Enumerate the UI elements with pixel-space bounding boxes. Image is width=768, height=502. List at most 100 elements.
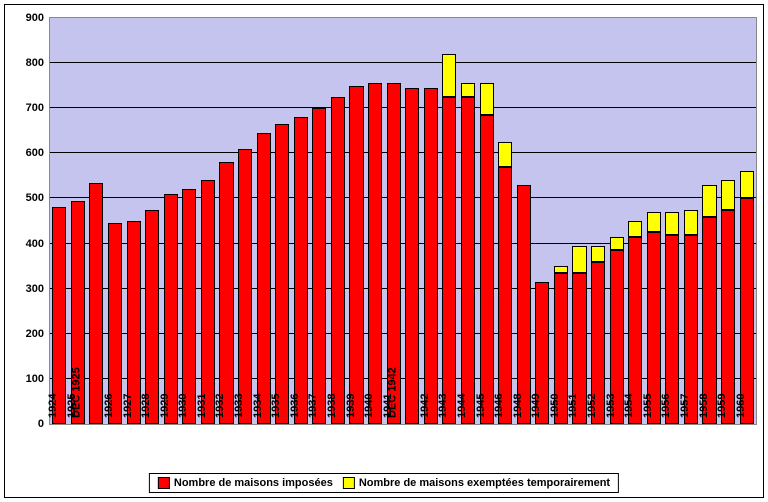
- bar-slot: 1949: [533, 18, 552, 424]
- bar-segment-imposees: [164, 194, 178, 424]
- bar-slot: 1950: [552, 18, 571, 424]
- bar: [127, 18, 141, 424]
- bar: [405, 18, 419, 424]
- bar-segment-imposees: [219, 162, 233, 424]
- bar-segment-exemptees: [480, 83, 494, 115]
- x-tick-label: 1946: [493, 394, 505, 418]
- y-tick-label: 200: [26, 328, 50, 340]
- x-tick-label: 1952: [586, 394, 598, 418]
- bar-segment-exemptees: [665, 212, 679, 235]
- bar-slot: 1955: [645, 18, 664, 424]
- y-tick-label: 0: [38, 418, 50, 430]
- bar-slot: 1935: [273, 18, 292, 424]
- bar: [89, 18, 103, 424]
- x-tick-label: 1936: [289, 394, 301, 418]
- bar: [52, 18, 66, 424]
- bar: [387, 18, 401, 424]
- x-tick-label: 1954: [623, 394, 635, 418]
- bar: [145, 18, 159, 424]
- bar: [108, 18, 122, 424]
- x-tick-label: 1957: [679, 394, 691, 418]
- x-tick-label: 1939: [344, 394, 356, 418]
- bar: [164, 18, 178, 424]
- bar: [572, 18, 586, 424]
- x-tick-label: 1940: [363, 394, 375, 418]
- bar-segment-imposees: [331, 97, 345, 424]
- bar-segment-exemptees: [647, 212, 661, 232]
- bar-segment-imposees: [201, 180, 215, 424]
- bar: [442, 18, 456, 424]
- y-tick-label: 900: [26, 12, 50, 24]
- bar-slot: DEC 1942: [403, 18, 422, 424]
- x-tick-label: 1926: [103, 394, 115, 418]
- bar: [535, 18, 549, 424]
- bar-segment-exemptees: [498, 142, 512, 167]
- bar-slot: 1936: [292, 18, 311, 424]
- bar: [275, 18, 289, 424]
- x-tick-label: 1958: [697, 394, 709, 418]
- bar-segment-exemptees: [684, 210, 698, 235]
- x-tick-label: 1930: [177, 394, 189, 418]
- legend-swatch: [158, 477, 170, 489]
- y-tick-label: 500: [26, 192, 50, 204]
- bar: [201, 18, 215, 424]
- bar-slot: 1952: [589, 18, 608, 424]
- bar-slot: 1929: [161, 18, 180, 424]
- x-tick-label: 1950: [549, 394, 561, 418]
- bar-slot: 1927: [124, 18, 143, 424]
- y-tick-label: 800: [26, 57, 50, 69]
- bar: [665, 18, 679, 424]
- bar-segment-imposees: [89, 183, 103, 424]
- x-tick-label: 1929: [159, 394, 171, 418]
- bar-segment-imposees: [424, 88, 438, 424]
- bar-slot: 1945: [477, 18, 496, 424]
- bar-segment-imposees: [294, 117, 308, 424]
- legend-swatch: [343, 477, 355, 489]
- x-tick-label: 1951: [567, 394, 579, 418]
- x-tick-label: 1944: [456, 394, 468, 418]
- bar-slot: 1960: [737, 18, 756, 424]
- x-tick-label: 1928: [140, 394, 152, 418]
- x-tick-label: 1924: [47, 394, 59, 418]
- bar-segment-imposees: [275, 124, 289, 424]
- bar-segment-imposees: [461, 97, 475, 424]
- x-tick-label: DEC 1925: [71, 367, 83, 418]
- bar-slot: 1940: [366, 18, 385, 424]
- bar-slot: 1942: [422, 18, 441, 424]
- x-tick-label: 1959: [716, 394, 728, 418]
- bar: [591, 18, 605, 424]
- y-tick-label: 300: [26, 283, 50, 295]
- x-tick-label: 1931: [196, 394, 208, 418]
- bar-segment-imposees: [740, 198, 754, 424]
- bar-slot: 1958: [700, 18, 719, 424]
- bar-segment-imposees: [405, 88, 419, 424]
- bar: [702, 18, 716, 424]
- x-tick-label: 1938: [326, 394, 338, 418]
- x-tick-label: DEC 1942: [387, 367, 399, 418]
- bar-segment-imposees: [442, 97, 456, 424]
- bar: [368, 18, 382, 424]
- x-tick-label: 1945: [474, 394, 486, 418]
- bar: [498, 18, 512, 424]
- bar-segment-exemptees: [572, 246, 586, 273]
- bar-segment-exemptees: [461, 83, 475, 97]
- bar-slot: 1931: [199, 18, 218, 424]
- bar-segment-imposees: [238, 149, 252, 424]
- bar-slot: 1938: [329, 18, 348, 424]
- bar-slot: DEC 1925: [87, 18, 106, 424]
- bar: [294, 18, 308, 424]
- x-tick-label: 1935: [270, 394, 282, 418]
- x-tick-label: 1927: [121, 394, 133, 418]
- bar-slot: 1953: [607, 18, 626, 424]
- bar-slot: 1946: [496, 18, 515, 424]
- x-tick-label: 1932: [214, 394, 226, 418]
- bar: [349, 18, 363, 424]
- bar-segment-exemptees: [702, 185, 716, 217]
- bar-slot: 1957: [682, 18, 701, 424]
- bar-segment-exemptees: [442, 54, 456, 97]
- bar: [424, 18, 438, 424]
- bar: [740, 18, 754, 424]
- bar-segment-exemptees: [554, 266, 568, 273]
- bar-slot: 1941: [384, 18, 403, 424]
- legend-label: Nombre de maisons exemptées temporaireme…: [359, 477, 610, 489]
